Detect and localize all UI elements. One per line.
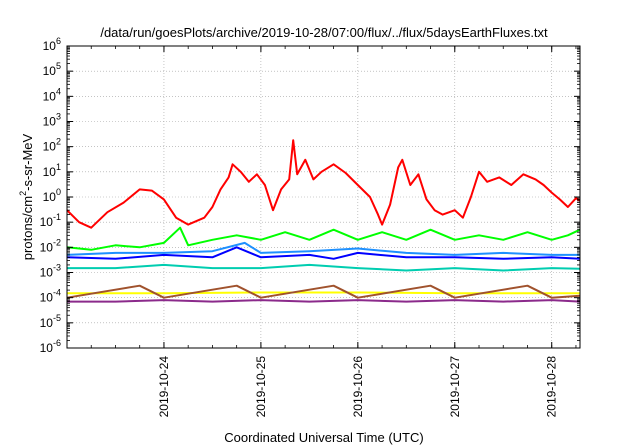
- x-tick-label: 2019-10-25: [254, 356, 268, 418]
- series-lines: [66, 139, 581, 303]
- y-tick-label: 10-1: [40, 212, 61, 229]
- series-line-5: [67, 263, 581, 272]
- x-axis-title: Coordinated Universal Time (UTC): [224, 430, 423, 445]
- y-tick-label: 10-5: [40, 313, 61, 330]
- series-line-4: [66, 241, 580, 256]
- y-tick-label: 10-3: [40, 263, 61, 280]
- grid-lines: [67, 46, 580, 348]
- x-tick-label: 2019-10-24: [157, 356, 171, 418]
- series-line-1: [66, 139, 581, 229]
- y-tick-label: 101: [43, 162, 61, 179]
- series-line-7: [66, 284, 581, 299]
- y-tick-label: 10-6: [40, 338, 61, 355]
- y-tick-label: 104: [43, 86, 61, 103]
- series-line-6: [67, 291, 580, 295]
- y-axis-labels: 10-6 10-5 10-4 10-3 10-2 10-1 100 101 102 103 104 1…: [40, 36, 61, 355]
- y-tick-label: 103: [43, 112, 61, 129]
- y-tick-label: 10-2: [40, 237, 61, 254]
- x-axis-labels: 2019-10-24 2019-10-25 2019-10-26 2019-10-27…: [157, 356, 559, 418]
- series-line-8: [67, 299, 581, 303]
- y-tick-label: 100: [43, 187, 61, 204]
- y-axis-title: protons/cm2-s-sr-MeV: [18, 133, 35, 260]
- chart-title: /data/run/goesPlots/archive/2019-10-28/0…: [100, 25, 548, 40]
- series-line-2: [66, 226, 581, 251]
- y-tick-label: 106: [43, 36, 61, 53]
- x-tick-label: 2019-10-28: [545, 356, 559, 418]
- y-tick-label: 10-4: [40, 288, 61, 305]
- y-tick-label: 102: [43, 137, 61, 154]
- x-tick-label: 2019-10-27: [448, 356, 462, 418]
- y-tick-label: 105: [43, 61, 61, 78]
- axis-ticks: [66, 45, 580, 349]
- x-tick-label: 2019-10-26: [351, 356, 365, 418]
- series-line-3: [66, 246, 581, 260]
